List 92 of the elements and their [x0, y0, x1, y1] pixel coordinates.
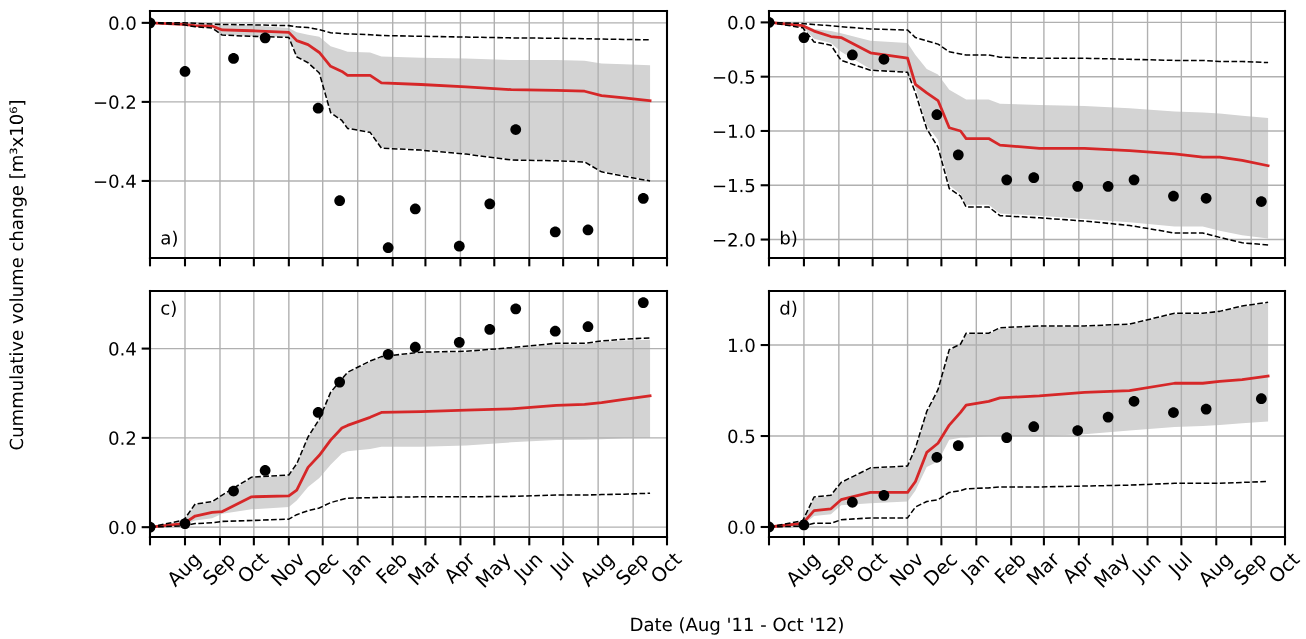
- x-tick-label: Mar: [407, 550, 443, 586]
- point: [1102, 411, 1114, 423]
- point: [1128, 174, 1140, 186]
- point: [931, 109, 943, 121]
- x-tick-label: Sep: [820, 551, 858, 589]
- point: [1072, 180, 1084, 192]
- annotation: b): [780, 230, 797, 247]
- x-tick-label: Jan: [340, 551, 374, 586]
- x-tick-label: Jul: [547, 551, 577, 581]
- point: [259, 32, 271, 44]
- point: [1255, 196, 1267, 207]
- y-axis-title: Cummulative volume change [m³x10⁶]: [9, 101, 27, 450]
- annotation: a): [161, 230, 177, 247]
- point: [846, 49, 858, 61]
- point: [334, 376, 346, 388]
- x-axis-title: Date (Aug '11 - Oct '12): [631, 617, 843, 635]
- point: [1072, 425, 1084, 436]
- x-tick-label: Jan: [958, 551, 993, 586]
- point: [382, 349, 394, 360]
- y-tick-label: 0.4: [109, 342, 136, 356]
- point: [878, 53, 890, 65]
- y-tick-label: 0.0: [109, 16, 136, 30]
- point: [484, 324, 496, 335]
- point: [1001, 174, 1013, 186]
- point: [1168, 407, 1179, 418]
- annotation: c): [161, 300, 176, 317]
- point: [1200, 403, 1212, 415]
- y-tick-label: 0.0: [728, 520, 755, 535]
- point: [409, 341, 421, 353]
- point: [798, 519, 810, 531]
- point: [952, 440, 964, 452]
- point: [549, 325, 561, 337]
- x-tick-label: Sep: [201, 551, 239, 589]
- x-tick-label: Sep: [614, 551, 652, 589]
- y-tick-label: 1.0: [729, 338, 755, 353]
- y-tick-label: −2.0: [713, 233, 755, 247]
- point: [312, 407, 324, 418]
- point: [228, 53, 239, 64]
- x-tick-label: Oct: [1267, 550, 1301, 584]
- point: [510, 124, 522, 135]
- x-tick-label: Feb: [993, 550, 1027, 584]
- point: [931, 451, 943, 463]
- y-tick-label: 0.0: [109, 520, 136, 535]
- point: [1102, 180, 1114, 192]
- y-tick-label: −0.4: [94, 174, 136, 189]
- x-tick-label: Jun: [511, 551, 546, 586]
- x-tick-label: Oct: [649, 550, 683, 584]
- x-tick-label: Dec: [923, 551, 958, 587]
- x-tick-label: Jul: [1165, 551, 1195, 581]
- annotation: d): [780, 300, 797, 317]
- point: [1001, 432, 1013, 444]
- x-tick-label: Oct: [236, 550, 270, 584]
- y-tick-label: 0.2: [109, 431, 135, 445]
- point: [1200, 192, 1212, 204]
- x-tick-label: Jun: [1129, 551, 1164, 586]
- x-tick-label: Oct: [855, 550, 889, 584]
- point: [259, 465, 271, 476]
- x-tick-label: Dec: [304, 551, 340, 587]
- point: [637, 192, 649, 204]
- point: [453, 336, 465, 348]
- point: [549, 226, 561, 238]
- point: [798, 32, 810, 43]
- point: [1168, 190, 1179, 202]
- y-tick-label: −1.5: [713, 178, 755, 193]
- point: [409, 203, 421, 215]
- y-tick-label: −0.2: [94, 95, 135, 110]
- y-tick-label: 0.5: [728, 429, 755, 444]
- point: [484, 198, 496, 210]
- point: [179, 518, 191, 529]
- point: [582, 224, 594, 236]
- x-tick-label: Mar: [1026, 550, 1061, 586]
- point: [510, 303, 522, 315]
- point: [228, 485, 239, 497]
- point: [334, 195, 346, 207]
- y-tick-label: 0.0: [728, 15, 755, 30]
- point: [1028, 421, 1040, 433]
- x-tick-label: Feb: [375, 550, 409, 584]
- point: [453, 240, 465, 252]
- point: [312, 102, 324, 114]
- point: [1255, 393, 1267, 405]
- point: [582, 321, 594, 333]
- point: [952, 149, 964, 161]
- point: [382, 242, 394, 254]
- point: [1028, 172, 1040, 184]
- point: [637, 297, 649, 308]
- y-tick-label: −1.0: [713, 124, 755, 139]
- point: [878, 489, 890, 501]
- point: [1128, 395, 1140, 407]
- y-tick-label: −0.5: [713, 70, 755, 84]
- point: [179, 66, 191, 77]
- x-tick-label: Nov: [270, 551, 306, 587]
- point: [846, 496, 858, 508]
